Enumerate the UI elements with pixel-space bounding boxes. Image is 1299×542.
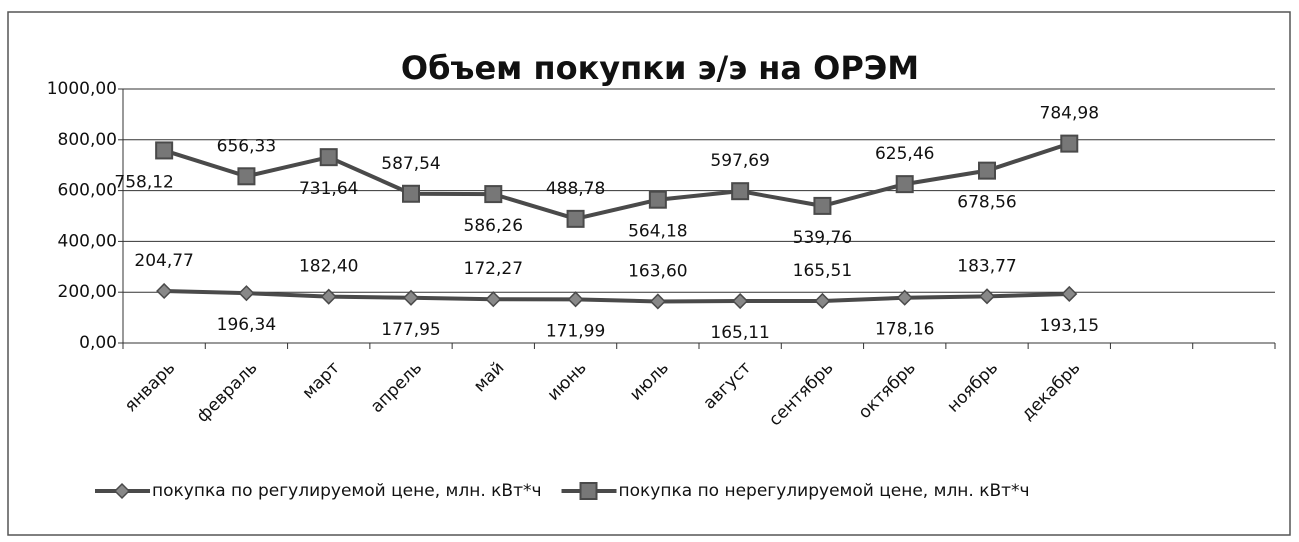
marker <box>156 282 173 300</box>
data-label: 758,12 <box>114 172 173 192</box>
marker <box>402 184 420 203</box>
marker <box>732 293 749 310</box>
data-label: 196,34 <box>217 315 276 335</box>
y-tick-label: 1000,00 <box>47 79 117 99</box>
marker <box>237 167 256 186</box>
marker <box>320 288 337 305</box>
x-tick-label: январь <box>121 358 179 416</box>
x-tick-label: июнь <box>544 358 591 405</box>
data-label: 177,95 <box>381 320 440 340</box>
marker <box>485 291 502 308</box>
marker <box>319 148 338 167</box>
data-label: 193,15 <box>1040 316 1099 336</box>
x-tick-label: ноябрь <box>943 358 1002 417</box>
data-label: 178,16 <box>875 320 934 340</box>
y-tick-label: 600,00 <box>58 181 117 201</box>
x-tick-label: апрель <box>367 358 426 417</box>
series-line <box>164 288 1070 304</box>
marker <box>895 175 914 194</box>
marker <box>813 196 832 215</box>
marker <box>978 161 996 180</box>
data-label: 171,99 <box>546 321 605 341</box>
marker <box>814 292 831 310</box>
legend-label: покупка по регулируемой цене, млн. кВт*ч <box>152 481 542 501</box>
chart-border <box>7 11 1291 536</box>
data-label: 731,64 <box>299 179 358 199</box>
data-label: 539,76 <box>793 228 852 248</box>
data-label: 204,77 <box>134 251 193 271</box>
data-label: 586,26 <box>464 216 523 236</box>
x-tick-label: февраль <box>193 358 262 427</box>
marker <box>978 288 996 305</box>
y-tick-label: 200,00 <box>58 282 117 302</box>
data-label: 183,77 <box>957 256 1016 276</box>
y-tick-label: 0,00 <box>79 333 117 353</box>
data-label: 488,78 <box>546 179 605 199</box>
data-label: 165,51 <box>793 261 852 281</box>
legend-item: покупка по регулируемой цене, млн. кВт*ч <box>95 481 542 501</box>
data-label: 587,54 <box>381 154 440 174</box>
marker <box>1061 285 1078 303</box>
marker <box>402 289 420 306</box>
data-label: 597,69 <box>710 151 769 171</box>
x-tick-label: август <box>700 358 756 414</box>
marker <box>649 293 666 310</box>
y-tick-label: 800,00 <box>58 130 117 150</box>
data-label: 163,60 <box>628 261 687 281</box>
x-tick-label: октябрь <box>855 358 920 423</box>
data-label: 784,98 <box>1040 104 1099 124</box>
marker <box>731 182 750 201</box>
data-label: 564,18 <box>628 222 687 242</box>
marker <box>113 482 131 500</box>
x-tick-label: сентябрь <box>765 358 837 430</box>
marker <box>896 289 913 306</box>
data-label: 182,40 <box>299 257 358 277</box>
x-tick-label: декабрь <box>1018 358 1085 425</box>
marker <box>567 291 584 308</box>
data-label: 625,46 <box>875 144 934 164</box>
chart-title: Объем покупки э/э на ОРЭМ <box>401 49 919 87</box>
marker <box>566 209 585 228</box>
marker <box>238 285 255 302</box>
x-tick-label: май <box>470 358 508 396</box>
marker <box>1060 134 1079 153</box>
marker <box>579 482 598 500</box>
data-label: 678,56 <box>957 193 1016 213</box>
marker <box>648 190 667 209</box>
data-label: 656,33 <box>217 136 276 156</box>
x-tick-label: июль <box>626 358 673 405</box>
marker <box>484 185 503 204</box>
y-tick-label: 400,00 <box>58 231 117 251</box>
data-label: 172,27 <box>464 259 523 279</box>
marker <box>155 141 174 160</box>
legend-label: покупка по нерегулируемой цене, млн. кВт… <box>619 481 1030 501</box>
legend-item: покупка по нерегулируемой цене, млн. кВт… <box>561 481 1030 501</box>
x-tick-label: март <box>299 358 344 403</box>
data-label: 165,11 <box>710 323 769 343</box>
series-line <box>163 141 1070 221</box>
